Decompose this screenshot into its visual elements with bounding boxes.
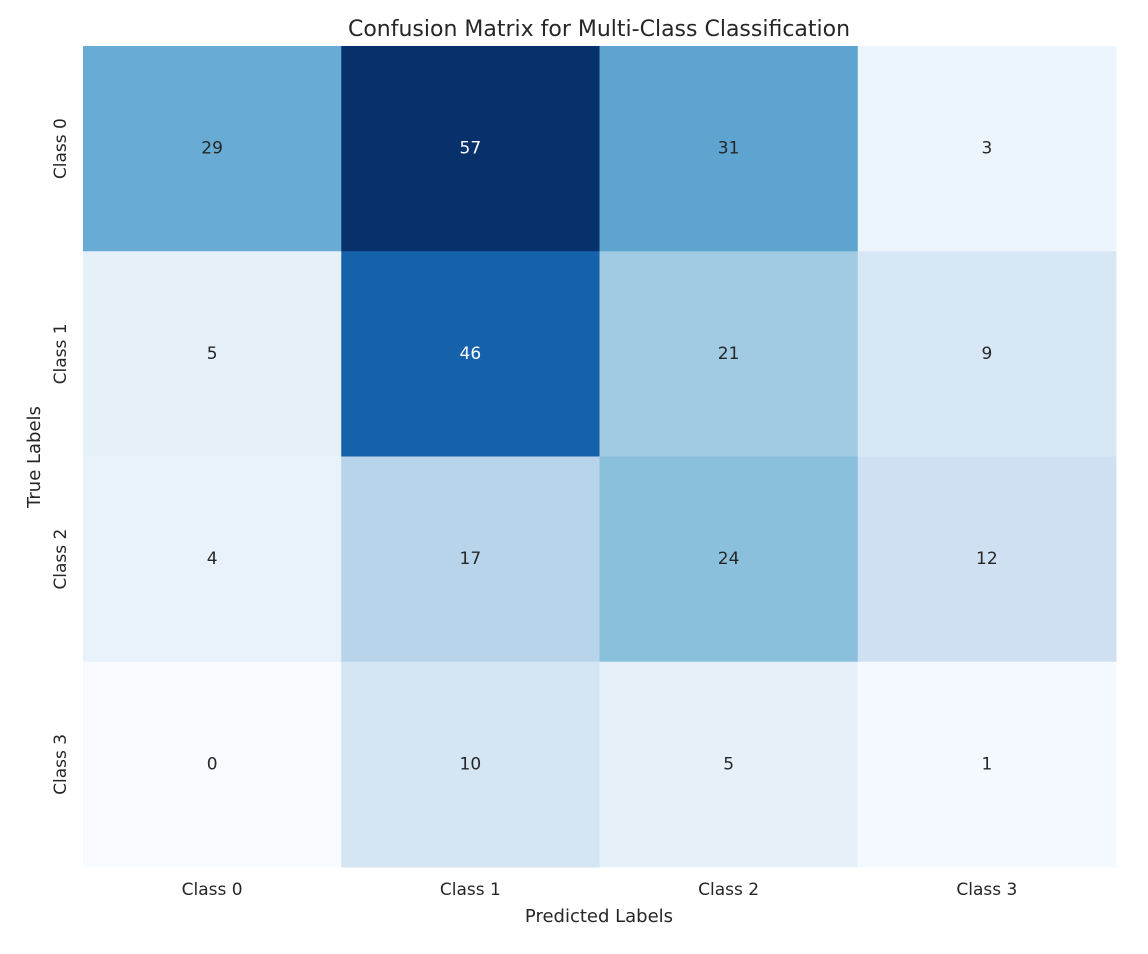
heatmap-cell-r3-c0 [83,661,342,868]
y-axis-label: True Labels [24,406,45,509]
x-axis-label: Predicted Labels [525,906,673,927]
cell-value-r3-c1: 10 [460,754,482,774]
cell-value-r2-c2: 24 [718,549,740,569]
x-tick-labels: Class 0 Class 1 Class 2 Class 3 [182,880,1018,900]
heatmap-cell-r3-c1 [341,661,600,868]
x-tick-label-1: Class 1 [440,880,501,900]
heatmap-cell-r0-c3 [857,46,1117,252]
cell-value-r0-c1: 57 [460,139,482,159]
heatmap-cell-r1-c0 [83,251,342,457]
heatmap-cell-r1-c3 [857,251,1117,457]
y-tick-label-0: Class 0 [51,118,71,179]
y-tick-label-2: Class 2 [51,529,71,590]
cell-value-r1-c3: 9 [981,344,992,364]
cell-value-r0-c2: 31 [718,139,740,159]
heatmap-cell-r2-c1 [341,456,600,663]
y-tick-label-3: Class 3 [51,734,71,795]
cell-value-r1-c0: 5 [207,344,218,364]
chart-title: Confusion Matrix for Multi-Class Classif… [348,17,850,42]
cell-annotations: 29 57 31 3 5 46 21 9 4 17 24 12 0 10 5 1 [201,139,997,775]
x-tick-label-2: Class 2 [698,880,759,900]
cell-value-r3-c2: 5 [723,754,734,774]
heatmap-cell-r3-c2 [599,661,859,868]
heatmap-cell-r2-c2 [599,456,859,663]
heatmap-cell-r0-c0 [83,46,342,252]
heatmap-cell-r2-c3 [857,456,1117,663]
x-tick-label-0: Class 0 [182,880,243,900]
cell-value-r3-c0: 0 [207,754,218,774]
y-tick-label-1: Class 1 [51,323,71,384]
heatmap-cell-r3-c3 [857,661,1117,868]
heatmap-cell-r0-c1 [341,46,600,252]
y-tick-labels: Class 0 Class 1 Class 2 Class 3 [51,118,71,795]
cell-value-r1-c1: 46 [460,344,482,364]
cell-value-r3-c3: 1 [981,754,992,774]
heatmap-cell-r2-c0 [83,456,342,663]
cell-value-r0-c0: 29 [201,139,223,159]
x-tick-label-3: Class 3 [956,880,1017,900]
cell-value-r2-c0: 4 [207,549,218,569]
cell-value-r2-c3: 12 [976,549,998,569]
cell-value-r2-c1: 17 [460,549,482,569]
heatmap-cells [83,46,1117,868]
heatmap-cell-r1-c1 [341,251,600,457]
cell-value-r1-c2: 21 [718,344,740,364]
heatmap-cell-r0-c2 [599,46,859,252]
cell-value-r0-c3: 3 [981,139,992,159]
heatmap-cell-r1-c2 [599,251,859,457]
